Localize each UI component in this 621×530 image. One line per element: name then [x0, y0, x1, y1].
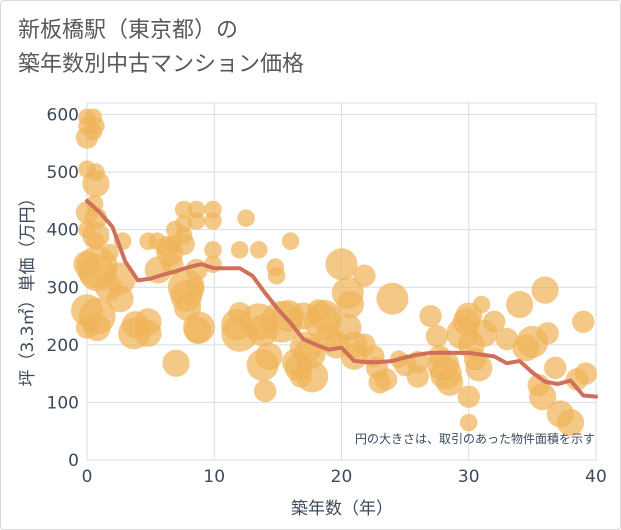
bubble-point	[174, 200, 193, 219]
bubble-point	[230, 241, 249, 259]
bubble-point	[572, 310, 595, 334]
bubbles	[71, 108, 598, 437]
bubble-point	[83, 313, 111, 342]
bubble-point	[296, 360, 329, 393]
bubble-point	[425, 325, 449, 348]
bubble-point	[162, 349, 190, 377]
y-tick-label: 500	[47, 163, 79, 183]
bubble-point	[82, 170, 110, 198]
bubble-point	[376, 282, 409, 315]
bubble-point	[374, 368, 398, 391]
bubble-point	[574, 362, 598, 385]
bubble-point	[483, 310, 506, 334]
x-tick-label: 0	[82, 467, 93, 487]
bubble-point	[267, 266, 286, 285]
bubble-point	[325, 248, 358, 281]
bubble-point	[536, 322, 559, 345]
chart-title-line-1: 新板橋駅（東京都）の	[18, 18, 239, 43]
bubble-point	[353, 264, 376, 287]
y-tick-label: 300	[47, 278, 79, 298]
bubble-point	[495, 327, 519, 351]
trend-line	[85, 198, 598, 399]
bubble-point	[308, 300, 341, 333]
x-tick-label: 40	[585, 467, 607, 487]
x-tick-label: 20	[331, 467, 353, 487]
bubble-point	[186, 278, 204, 297]
bubble-point	[185, 258, 208, 282]
bubble-point	[556, 408, 585, 437]
y-tick-label: 0	[68, 451, 79, 471]
bubble-point	[419, 304, 442, 328]
bubble-point	[506, 290, 534, 319]
bubble-point	[255, 342, 283, 370]
y-axis-label: 坪（3.3㎡）単価（万円）	[18, 189, 38, 386]
bubble-point	[237, 209, 255, 227]
bubble-point	[544, 356, 567, 380]
x-axis-label: 築年数（年）	[291, 499, 393, 519]
bubble-point	[184, 316, 212, 345]
bubble-point	[472, 295, 491, 314]
bubble-point	[281, 232, 300, 250]
y-tick-label: 400	[47, 221, 79, 241]
x-tick-label: 10	[203, 467, 225, 487]
chart-title: 新板橋駅（東京都）の 築年数別中古マンション価格	[18, 14, 304, 82]
bubble-point	[406, 365, 430, 388]
bubble-point	[465, 354, 493, 382]
bubble-point	[249, 241, 268, 259]
size-annotation: 円の大きさは、取引のあった物件面積を示す	[355, 431, 595, 446]
bubble-point	[172, 232, 195, 256]
chart-title-line-2: 築年数別中古マンション価格	[18, 52, 305, 77]
bubble-point	[336, 290, 365, 319]
bubble-point	[104, 262, 137, 295]
bubble-point	[531, 276, 559, 304]
bubble-point	[528, 383, 557, 411]
y-tick-label: 200	[47, 336, 79, 356]
bubble-point	[84, 122, 103, 141]
bubble-point	[106, 285, 134, 313]
bubble-point	[436, 368, 464, 396]
y-tick-label: 600	[47, 106, 79, 126]
bubble-point	[87, 232, 105, 250]
bubble-point	[253, 379, 277, 403]
bubble-point	[187, 212, 206, 230]
x-tick-label: 30	[458, 467, 480, 487]
bubble-point	[134, 319, 162, 347]
bubble-point	[459, 413, 478, 432]
y-tick-label: 100	[47, 393, 79, 413]
bubble-point	[457, 385, 480, 408]
bubble-point	[101, 243, 119, 262]
bubble-point	[204, 212, 222, 230]
bubble-point	[204, 241, 222, 259]
